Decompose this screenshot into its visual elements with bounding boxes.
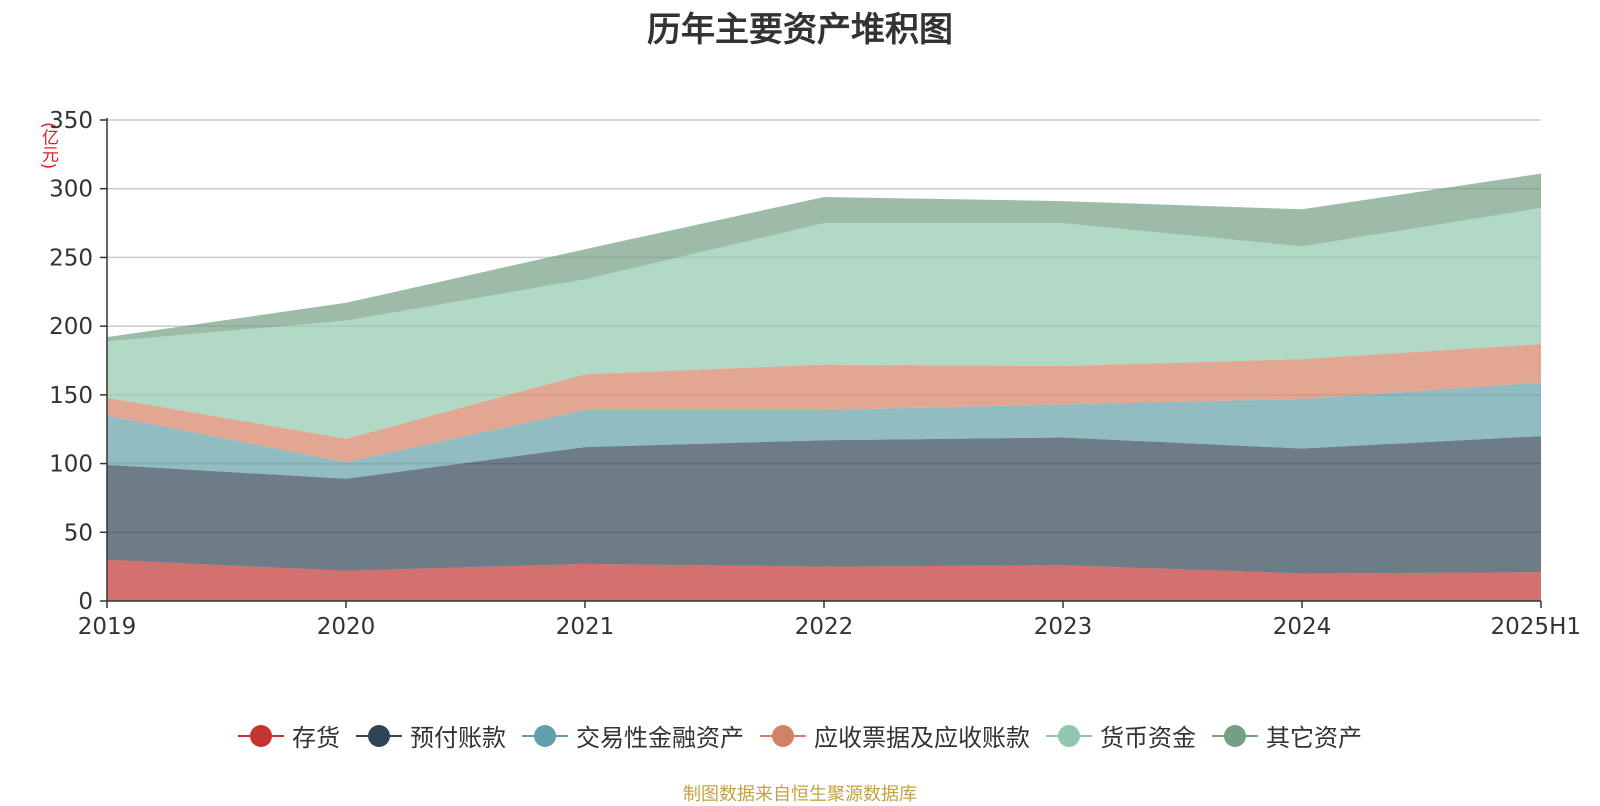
legend: 存货 预付账款 交易性金融资产 应收票据及应收账款 货币资金 其它资产: [0, 718, 1600, 753]
legend-label: 预付账款: [410, 724, 506, 752]
y-tick-label: 50: [64, 520, 93, 546]
x-tick-label: 2022: [795, 614, 854, 640]
legend-item[interactable]: 应收票据及应收账款: [760, 718, 1030, 753]
legend-item[interactable]: 交易性金融资产: [522, 718, 744, 753]
legend-marker-icon: [356, 724, 402, 748]
x-tick-label: 2020: [317, 614, 376, 640]
chart-title: 历年主要资产堆积图: [647, 10, 953, 50]
legend-label: 存货: [292, 724, 340, 752]
legend-marker-icon: [760, 724, 806, 748]
x-tick-label: 2024: [1273, 614, 1332, 640]
legend-item[interactable]: 存货: [238, 718, 340, 753]
x-tick-label: 2021: [556, 614, 615, 640]
area-其它资产: [107, 173, 1541, 342]
legend-marker-icon: [1212, 724, 1258, 748]
legend-marker-icon: [238, 724, 284, 748]
x-tick-label: 2019: [78, 614, 137, 640]
area-交易性金融资产: [107, 382, 1541, 479]
data-source-note: 制图数据来自恒生聚源数据库: [683, 784, 917, 805]
area-应收票据及应收账款: [107, 344, 1541, 463]
legend-label: 其它资产: [1266, 724, 1362, 752]
area-预付账款: [107, 436, 1541, 574]
area-存货: [107, 559, 1541, 601]
legend-item[interactable]: 其它资产: [1212, 718, 1362, 753]
y-tick-label: 200: [49, 314, 93, 340]
legend-label: 应收票据及应收账款: [814, 724, 1030, 752]
y-tick-label: 250: [49, 245, 93, 271]
legend-label: 货币资金: [1100, 724, 1196, 752]
y-tick-label: 300: [49, 177, 93, 203]
legend-marker-icon: [522, 724, 568, 748]
y-tick-label: 150: [49, 383, 93, 409]
y-axis-unit-label: (亿元): [38, 122, 58, 170]
x-tick-label: 2025H1: [1491, 614, 1581, 640]
area-series: [107, 173, 1541, 601]
area-货币资金: [107, 208, 1541, 439]
legend-marker-icon: [1046, 724, 1092, 748]
x-tick-label: 2023: [1034, 614, 1093, 640]
y-tick-label: 350: [49, 108, 93, 134]
y-tick-label: 100: [49, 452, 93, 478]
y-axis-ticks: 0 50 100 150 200 250 300 350: [49, 108, 107, 615]
legend-item[interactable]: 货币资金: [1046, 718, 1196, 753]
y-tick-label: 0: [78, 589, 93, 615]
x-axis-ticks: 2019 2020 2021 2022 2023 2024 2025H1: [78, 601, 1581, 640]
legend-label: 交易性金融资产: [576, 724, 744, 752]
legend-item[interactable]: 预付账款: [356, 718, 506, 753]
